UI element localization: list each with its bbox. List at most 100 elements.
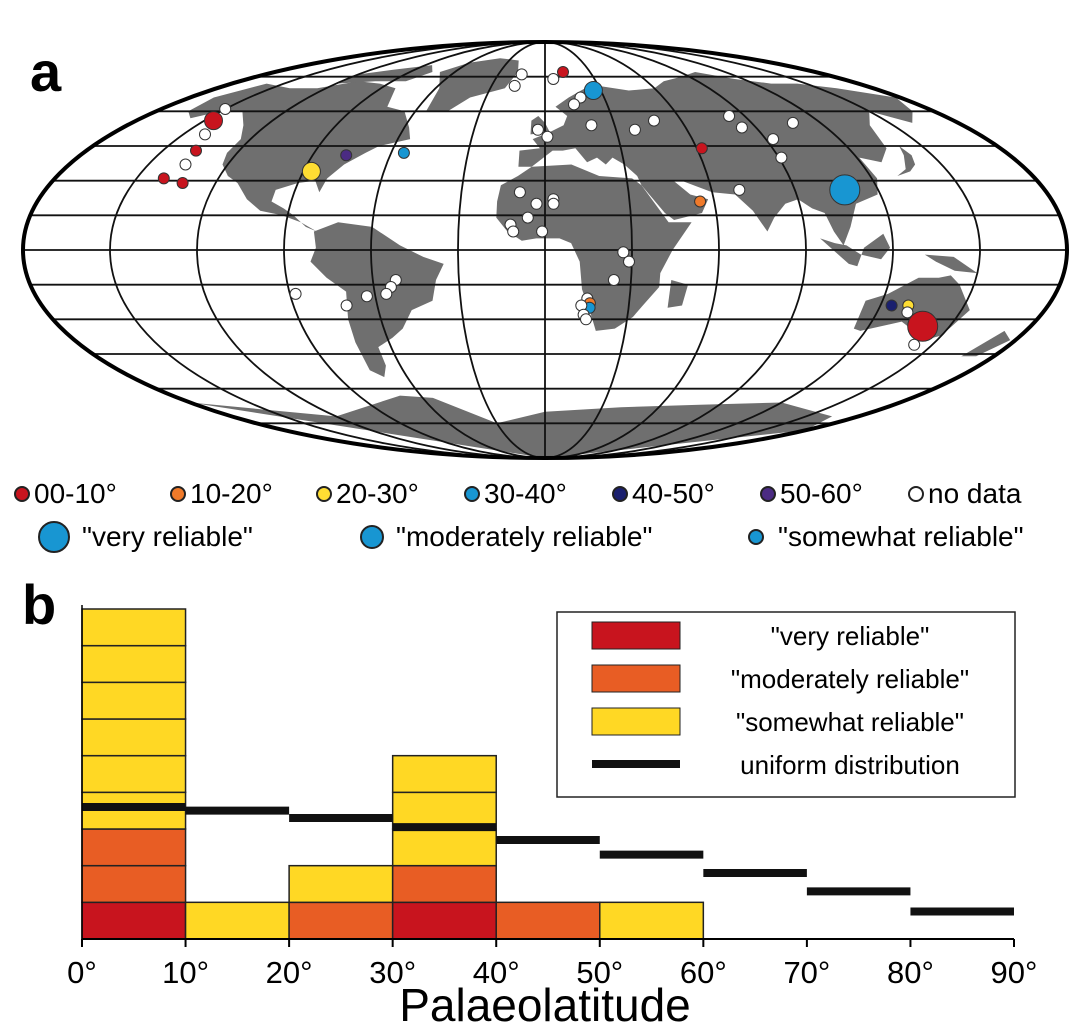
- legend-bin-label: 40-50°: [632, 478, 715, 509]
- x-ticks: 0° 10° 20° 30° 40° 50° 60° 70° 80° 90°: [67, 939, 1037, 990]
- orange-dot-icon: [170, 486, 186, 502]
- legend-bin-20-30: 20-30°: [316, 474, 419, 514]
- bar-segment: [81, 681, 187, 720]
- meridian-line: [283, 42, 546, 458]
- axes: [81, 605, 1014, 940]
- landmass-arctic-islands: [336, 65, 433, 84]
- white-site-marker: [179, 158, 192, 171]
- legend-bin-40-50: 40-50°: [612, 474, 715, 514]
- landmass-borneo-sumatra: [820, 233, 891, 267]
- landmass-eurasia: [518, 72, 913, 246]
- x-tick-label: 70°: [783, 955, 830, 990]
- legend-bin-00-10: 00-10°: [14, 474, 117, 514]
- landmass-antarctica: [190, 395, 833, 458]
- white-site-marker: [541, 130, 554, 143]
- x-axis-label: Palaeolatitude: [399, 979, 691, 1031]
- landmass-north-america: [188, 81, 411, 232]
- red-dot-icon: [14, 486, 30, 502]
- white-site-marker: [607, 274, 620, 286]
- legend-bin-label: 50-60°: [780, 478, 863, 509]
- purple-dot-icon: [760, 486, 776, 502]
- orange-site-marker: [694, 195, 707, 208]
- small-blue-dot-icon: [748, 529, 764, 545]
- landmasses: [188, 58, 1011, 458]
- map-legend-bins: 00-10° 10-20° 20-30° 30-40° 40-50° 50-60…: [0, 474, 1090, 514]
- white-site-marker: [289, 287, 302, 300]
- landmass-greenland: [426, 58, 519, 112]
- x-tick-label: 60°: [680, 955, 727, 990]
- meridian-line: [544, 42, 981, 458]
- x-tick-label: 80°: [887, 955, 934, 990]
- red-site-marker: [190, 144, 202, 157]
- bar-segment: [288, 864, 394, 904]
- white-site-marker: [521, 211, 534, 224]
- white-site-marker: [219, 103, 232, 115]
- meridian-line: [544, 42, 807, 458]
- legend-bin-label: 30-40°: [484, 478, 567, 509]
- legend-bin-10-20: 10-20°: [170, 474, 273, 514]
- chart-legend: "very reliable" "moderately reliable" "som…: [556, 611, 1016, 798]
- site-markers: [157, 66, 939, 351]
- yellow-dot-icon: [316, 486, 332, 502]
- bar-segment: [495, 901, 601, 940]
- light_blue-site-marker: [583, 81, 603, 100]
- bar-segment: [288, 901, 394, 940]
- dark-blue-dot-icon: [612, 486, 628, 502]
- bar-segment: [184, 901, 290, 940]
- legend-bin-30-40: 30-40°: [464, 474, 567, 514]
- white-site-marker: [507, 225, 520, 238]
- legend-entry-label: uniform distribution: [740, 750, 960, 780]
- legend-swatch: [591, 664, 681, 693]
- meridian-line: [544, 42, 894, 458]
- legend-bin-label: 00-10°: [34, 478, 117, 509]
- bar-segment: [391, 828, 497, 867]
- legend-bin-no-data: no data: [908, 474, 1021, 514]
- x-tick-label: 0°: [67, 955, 97, 990]
- purple-site-marker: [340, 149, 353, 162]
- bar-segment: [81, 608, 187, 647]
- uniform-distribution-line: [82, 803, 1014, 916]
- legend-entry-label: "moderately reliable": [731, 664, 969, 694]
- x-tick-label: 40°: [473, 955, 520, 990]
- white-site-marker: [380, 287, 393, 300]
- white-site-marker: [786, 116, 799, 129]
- red-site-marker: [176, 177, 189, 189]
- landmass-new-guinea: [924, 254, 978, 274]
- map-outline: [21, 40, 1069, 460]
- landmass-new-zealand: [961, 330, 1011, 357]
- legend-size-label: "moderately reliable": [396, 521, 653, 552]
- bar-segment: [81, 864, 187, 904]
- map-legend-reliability: "very reliable" "moderately reliable" "s…: [0, 517, 1090, 557]
- white-dot-icon: [908, 486, 924, 502]
- white-site-marker: [767, 133, 780, 146]
- white-site-marker: [580, 313, 592, 326]
- bar-segment: [391, 754, 497, 794]
- white-site-marker: [617, 246, 630, 259]
- landmass-japan: [897, 146, 916, 176]
- meridian-line: [457, 42, 546, 458]
- light_blue-site-marker: [829, 174, 861, 206]
- red-site-marker: [695, 142, 708, 155]
- red-site-marker: [907, 310, 939, 342]
- x-tick-label: 10°: [162, 955, 209, 990]
- landmass-madagascar: [667, 280, 688, 308]
- legend-entry-label: "very reliable": [771, 621, 930, 651]
- meridian-line: [109, 42, 546, 458]
- map-body: [23, 42, 1067, 458]
- bar-segment: [81, 828, 187, 867]
- bar-segment: [599, 901, 705, 940]
- white-site-marker: [775, 151, 788, 164]
- landmass-south-america: [310, 222, 444, 378]
- light-blue-dot-icon: [464, 486, 480, 502]
- legend-swatch: [591, 621, 681, 650]
- meridian-line: [196, 42, 546, 458]
- bar-segment: [391, 791, 497, 830]
- legend-entry-label: "somewhat reliable": [736, 707, 964, 737]
- medium-blue-dot-icon: [360, 525, 384, 549]
- red-site-marker: [557, 66, 569, 78]
- legend-swatch: [591, 707, 681, 736]
- legend-bin-label: 20-30°: [336, 478, 419, 509]
- graticule: [23, 42, 1067, 458]
- meridian-line: [370, 42, 546, 458]
